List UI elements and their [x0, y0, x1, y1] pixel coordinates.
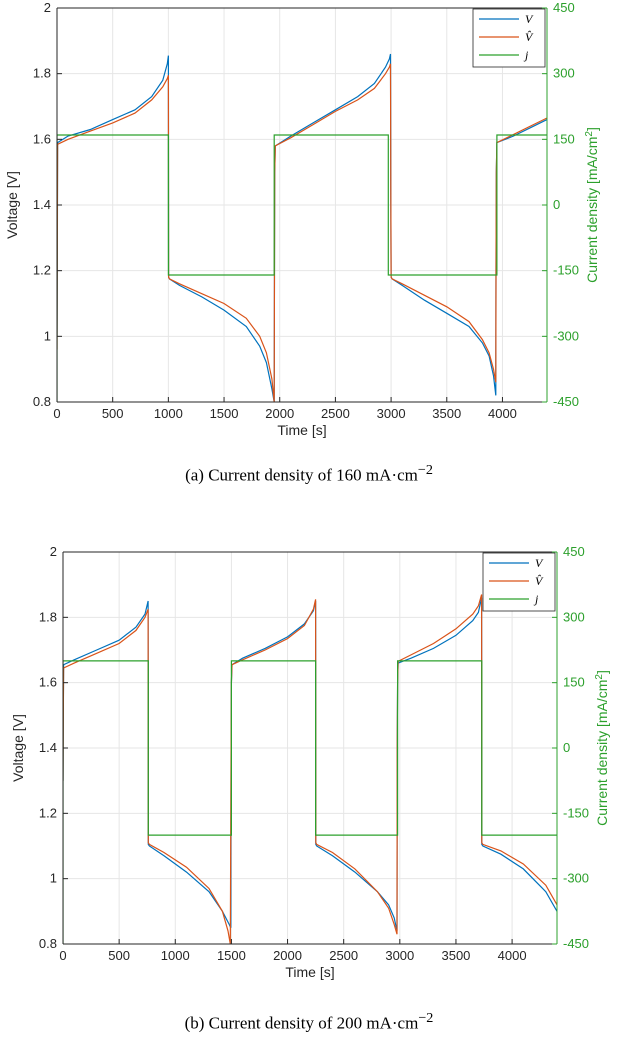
x-tick-label: 2000: [265, 406, 294, 421]
series-line-v: [57, 53, 547, 402]
legend: V V̂ j: [482, 552, 556, 612]
legend-label: V̂: [535, 574, 544, 588]
y-tick-label: 2: [50, 544, 57, 559]
caption-b-text: (b) Current density of 200 mA·cm: [184, 1013, 419, 1033]
y-tick-label: 1.6: [33, 131, 51, 146]
y2-axis-label-text: Current density [mA/cm: [584, 137, 600, 283]
y2-axis-label-end: ]: [584, 127, 600, 131]
y2-tick-label: -450: [553, 394, 579, 409]
series-line-v-hat: [57, 63, 547, 402]
caption-a-text: (a) Current density of 160 mA·cm: [185, 465, 418, 485]
x-tick-label: 0: [53, 406, 60, 421]
x-tick-label: 4000: [488, 406, 517, 421]
y2-tick-label: 150: [553, 131, 575, 146]
y-tick-label: 1.4: [39, 740, 57, 755]
y2-tick-label: 150: [563, 675, 585, 690]
x-tick-label: 3000: [385, 948, 414, 963]
y2-tick-label: 450: [553, 0, 575, 15]
chart-b: 0 500 1000 1500 2000 2500 3000 3500 40000.811.21…: [10, 544, 610, 980]
figure-panel-a: 0 500 1000 1500 2000 2500 3000 3500 4000 0.8 1 1.2 1…: [0, 0, 618, 486]
x-tick-label: 2000: [273, 948, 302, 963]
y2-tick-label: 0: [553, 197, 560, 212]
legend-box: [472, 8, 546, 68]
y-tick-label: 0.8: [39, 936, 57, 951]
y2-axis-label-sup: 2: [594, 674, 605, 680]
x-tick-label: 500: [108, 948, 130, 963]
y2-tick-label: -300: [553, 328, 579, 343]
y-axis-label: Voltage [V]: [4, 171, 20, 239]
y2-tick-label: 0: [563, 740, 570, 755]
y-tick-label: 0.8: [33, 394, 51, 409]
y2-tick-label: -450: [563, 936, 589, 951]
y-tick-label: 1.2: [39, 805, 57, 820]
x-tick-label: 3000: [377, 406, 406, 421]
series-line-v: [63, 597, 557, 932]
y2-tick-label: 300: [553, 66, 575, 81]
y-tick-label: 1: [50, 871, 57, 886]
legend-label: V: [535, 556, 544, 570]
series-line-j: [57, 134, 547, 402]
y2-axis-label-text: Current density [mA/cm: [594, 680, 610, 826]
x-tick-label: 1000: [154, 406, 183, 421]
caption-b-sup: −2: [418, 1010, 434, 1026]
y2-tick-label: -300: [563, 871, 589, 886]
caption-a-sup: −2: [417, 462, 433, 478]
y2-axis-label-sup: 2: [584, 131, 595, 137]
x-tick-label: 1500: [210, 406, 239, 421]
x-tick-label: 500: [102, 406, 124, 421]
y-tick-label: 1.4: [33, 197, 51, 212]
series-line-v-hat: [63, 594, 557, 944]
x-tick-label: 3500: [432, 406, 461, 421]
legend-label: V̂: [525, 30, 534, 44]
legend-label: j: [533, 592, 539, 606]
y-tick-label: 1.8: [33, 66, 51, 81]
figure-panel-b: 0 500 1000 1500 2000 2500 3000 3500 4000 0.8 1 1.2 1…: [0, 519, 618, 1038]
y-axis-label: Voltage [V]: [10, 714, 26, 782]
y2-tick-label: -150: [553, 263, 579, 278]
x-tick-label: 2500: [329, 948, 358, 963]
legend-box: [482, 552, 556, 612]
y-tick-label: 2: [44, 0, 51, 15]
y2-tick-label: 300: [563, 609, 585, 624]
y-tick-label: 1.2: [33, 263, 51, 278]
y-tick-label: 1.6: [39, 675, 57, 690]
x-tick-label: 0: [59, 948, 66, 963]
legend-label: j: [523, 48, 529, 62]
x-tick-label: 1500: [217, 948, 246, 963]
series-line-j: [63, 660, 557, 944]
x-tick-label: 2500: [321, 406, 350, 421]
x-axis-label: Time [s]: [285, 964, 334, 980]
y2-tick-label: -150: [563, 805, 589, 820]
legend-label: V: [525, 12, 534, 26]
x-axis-label: Time [s]: [277, 422, 326, 438]
y-tick-label: 1: [44, 328, 51, 343]
x-tick-label: 1000: [161, 948, 190, 963]
caption-a: (a) Current density of 160 mA·cm−2: [0, 462, 618, 486]
x-tick-label: 3500: [441, 948, 470, 963]
y2-axis-label: Current density [mA/cm2]: [584, 127, 600, 283]
y2-axis-label-end: ]: [594, 670, 610, 674]
y2-tick-label: 450: [563, 544, 585, 559]
y2-axis-label: Current density [mA/cm2]: [594, 670, 610, 826]
x-tick-label: 4000: [498, 948, 527, 963]
legend: V V̂ j: [472, 8, 546, 68]
chart-a: 0 500 1000 1500 2000 2500 3000 3500 40000.811.21…: [4, 0, 600, 438]
caption-b: (b) Current density of 200 mA·cm−2: [0, 1010, 618, 1034]
y-tick-label: 1.8: [39, 609, 57, 624]
